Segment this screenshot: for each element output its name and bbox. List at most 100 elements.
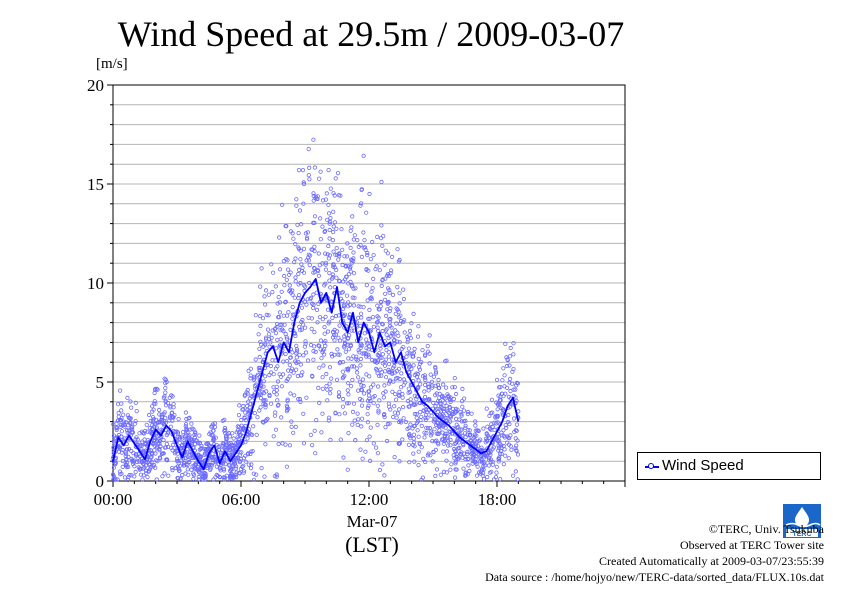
sample-point bbox=[330, 276, 335, 281]
sample-point bbox=[349, 225, 354, 230]
sample-point bbox=[239, 450, 244, 455]
sample-point bbox=[415, 428, 420, 433]
sample-point bbox=[332, 220, 337, 225]
sample-point bbox=[263, 288, 269, 293]
sample-point bbox=[346, 401, 351, 406]
sample-point bbox=[266, 332, 272, 337]
sample-point bbox=[378, 355, 383, 360]
sample-point bbox=[506, 442, 512, 447]
sample-point bbox=[417, 361, 423, 366]
sample-point bbox=[191, 471, 196, 476]
sample-point bbox=[334, 226, 339, 231]
sample-point bbox=[257, 354, 262, 360]
sample-point bbox=[432, 417, 437, 422]
y-axis-label: [m/s] bbox=[96, 56, 128, 72]
sample-point bbox=[405, 351, 410, 356]
sample-point bbox=[315, 320, 320, 325]
sample-point bbox=[330, 272, 335, 277]
sample-point bbox=[305, 297, 310, 302]
sample-point bbox=[401, 416, 406, 421]
sample-point bbox=[301, 411, 306, 416]
x-tick-label: 06:00 bbox=[222, 490, 261, 509]
sample-point bbox=[139, 466, 144, 471]
sample-point bbox=[375, 384, 381, 389]
sample-point bbox=[255, 415, 260, 420]
sample-point bbox=[222, 428, 227, 433]
sample-point bbox=[279, 289, 284, 294]
sample-point bbox=[467, 468, 472, 473]
sample-point bbox=[158, 444, 163, 449]
sample-point bbox=[323, 267, 329, 272]
sample-point bbox=[382, 291, 388, 296]
sample-point bbox=[416, 434, 421, 439]
sample-point bbox=[270, 270, 276, 275]
sample-point bbox=[345, 388, 350, 393]
sample-point bbox=[154, 386, 159, 391]
sample-point bbox=[213, 435, 218, 440]
sample-point bbox=[390, 389, 395, 394]
sample-point bbox=[322, 324, 327, 330]
sample-point bbox=[397, 291, 402, 296]
sample-point bbox=[184, 416, 189, 422]
sample-point bbox=[284, 224, 289, 229]
sample-point bbox=[386, 335, 391, 341]
sample-point bbox=[500, 378, 505, 383]
sample-point bbox=[426, 381, 431, 387]
sample-point bbox=[473, 419, 478, 424]
sample-point bbox=[437, 399, 443, 404]
sample-point bbox=[301, 283, 307, 288]
sample-point bbox=[338, 437, 343, 442]
sample-point bbox=[144, 468, 149, 473]
sample-point bbox=[471, 456, 476, 461]
sample-point bbox=[389, 254, 395, 259]
sample-point bbox=[296, 246, 302, 251]
sample-point bbox=[511, 341, 516, 346]
sample-point bbox=[288, 229, 293, 234]
sample-point bbox=[475, 428, 480, 433]
sample-point bbox=[273, 326, 278, 331]
sample-point bbox=[331, 209, 336, 214]
sample-point bbox=[273, 330, 279, 336]
sample-point bbox=[277, 310, 283, 315]
sample-point bbox=[444, 470, 449, 475]
sample-point bbox=[311, 292, 316, 297]
sample-point bbox=[452, 475, 458, 480]
sample-point bbox=[316, 176, 322, 181]
sample-point bbox=[311, 357, 316, 362]
sample-point bbox=[147, 412, 152, 418]
sample-point bbox=[186, 457, 191, 463]
sample-point bbox=[392, 364, 397, 369]
sample-point bbox=[492, 427, 497, 432]
sample-point bbox=[430, 459, 435, 464]
sample-point bbox=[390, 331, 396, 337]
sample-point bbox=[310, 374, 315, 379]
sample-point bbox=[295, 373, 300, 379]
sample-point bbox=[261, 344, 266, 349]
sample-point bbox=[290, 350, 295, 355]
series-line-wind-speed bbox=[112, 278, 520, 471]
sample-point bbox=[173, 465, 178, 470]
sample-point bbox=[424, 407, 429, 412]
sample-point bbox=[474, 433, 479, 438]
sample-point bbox=[508, 345, 513, 351]
sample-point bbox=[362, 331, 367, 336]
sample-point bbox=[119, 401, 124, 406]
sample-point bbox=[364, 352, 369, 357]
sample-point bbox=[431, 449, 436, 454]
sample-point bbox=[441, 441, 446, 446]
sample-point bbox=[391, 414, 396, 420]
sample-point bbox=[318, 338, 323, 343]
sample-point bbox=[126, 454, 131, 459]
sample-point bbox=[474, 473, 480, 478]
sample-point bbox=[466, 463, 471, 468]
sample-point bbox=[153, 401, 158, 406]
sample-point bbox=[359, 187, 364, 192]
sample-point bbox=[124, 464, 129, 470]
sample-point bbox=[354, 354, 359, 359]
sample-point bbox=[139, 447, 144, 452]
sample-point bbox=[499, 430, 504, 435]
sample-point bbox=[279, 322, 284, 327]
sample-point bbox=[423, 459, 428, 465]
sample-point bbox=[257, 346, 262, 351]
sample-point bbox=[488, 448, 493, 453]
